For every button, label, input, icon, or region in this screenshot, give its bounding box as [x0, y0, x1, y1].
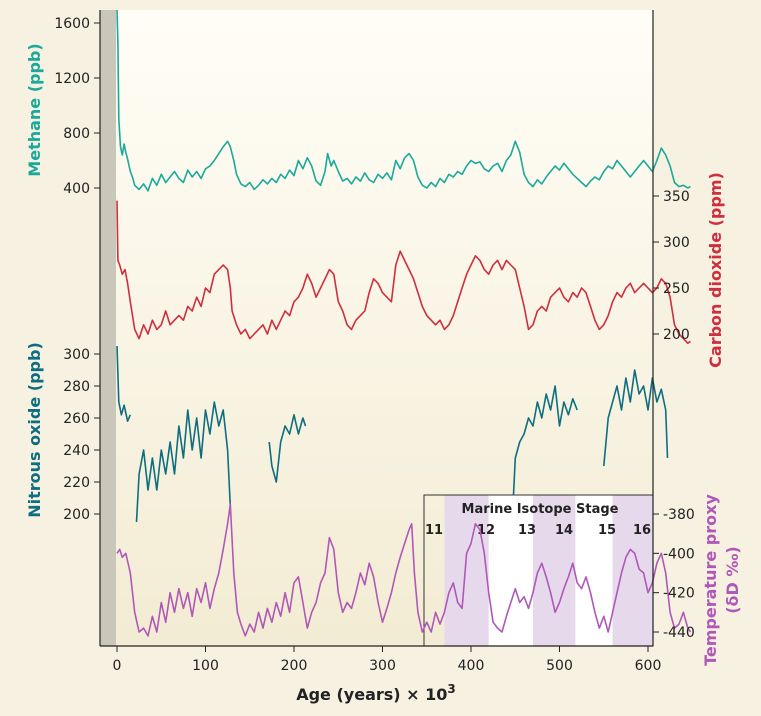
methane-axis-title: Methane (ppb): [25, 43, 44, 176]
mis-stage-label-15: 15: [598, 523, 616, 538]
mis-stage-15: [612, 495, 653, 646]
n2o-line-segment-5: [603, 369, 669, 467]
temperature-tick-label--420: -420: [663, 586, 695, 602]
mis-stage-14: [575, 495, 613, 646]
x-tick-label-100: 100: [192, 658, 219, 674]
co2-axis-title: Carbon dioxide (ppm): [706, 172, 725, 368]
n2o-line-segment-2: [135, 401, 232, 523]
temperature-line: [116, 503, 692, 637]
n2o-tick-label-260: 260: [63, 411, 90, 427]
methane-line: [116, 9, 691, 192]
x-tick-label-500: 500: [546, 658, 573, 674]
n2o-line-segment-3: [268, 414, 307, 483]
n2o-tick-label-220: 220: [63, 475, 90, 491]
co2-tick-label-350: 350: [663, 189, 690, 205]
x-tick-label-600: 600: [635, 658, 662, 674]
mis-stage-11: [444, 495, 489, 646]
co2-line: [116, 200, 691, 344]
temperature-tick-label--440: -440: [663, 625, 695, 641]
x-tick-label-0: 0: [113, 658, 122, 674]
methane-tick-label-400: 400: [63, 181, 90, 197]
methane-tick-label-1600: 1600: [54, 16, 90, 32]
mis-stage-label-11: 11: [425, 523, 443, 538]
temperature-axis-unit: (δD ‰): [723, 546, 742, 614]
mis-stage-13: [532, 495, 576, 646]
co2-tick-label-200: 200: [663, 327, 690, 343]
mis-stage-12: [488, 495, 533, 646]
n2o-tick-label-240: 240: [63, 443, 90, 459]
mis-stage-label-13: 13: [518, 523, 536, 538]
methane-tick-label-800: 800: [63, 126, 90, 142]
mis-title: Marine Isotope Stage: [462, 502, 619, 517]
temperature-tick-label--380: -380: [663, 507, 695, 523]
n2o-tick-label-200: 200: [63, 507, 90, 523]
methane-tick-label-1200: 1200: [54, 71, 90, 87]
holocene-band: [100, 10, 116, 646]
n2o-axis-title: Nitrous oxide (ppb): [25, 342, 44, 518]
co2-tick-label-250: 250: [663, 281, 690, 297]
mis-stage-label-14: 14: [555, 523, 573, 538]
x-tick-label-200: 200: [281, 658, 308, 674]
temperature-tick-label--400: -400: [663, 546, 695, 562]
temperature-axis-title: Temperature proxy: [701, 494, 720, 666]
x-tick-label-400: 400: [458, 658, 485, 674]
co2-tick-label-300: 300: [663, 235, 690, 251]
mis-stage-label-16: 16: [633, 523, 651, 538]
n2o-tick-label-280: 280: [63, 379, 90, 395]
x-axis-title: Age (years) × 103: [296, 682, 456, 704]
n2o-line-segment-4: [512, 385, 578, 495]
n2o-line-segment-1: [116, 345, 132, 422]
x-tick-label-300: 300: [369, 658, 396, 674]
n2o-tick-label-300: 300: [63, 347, 90, 363]
